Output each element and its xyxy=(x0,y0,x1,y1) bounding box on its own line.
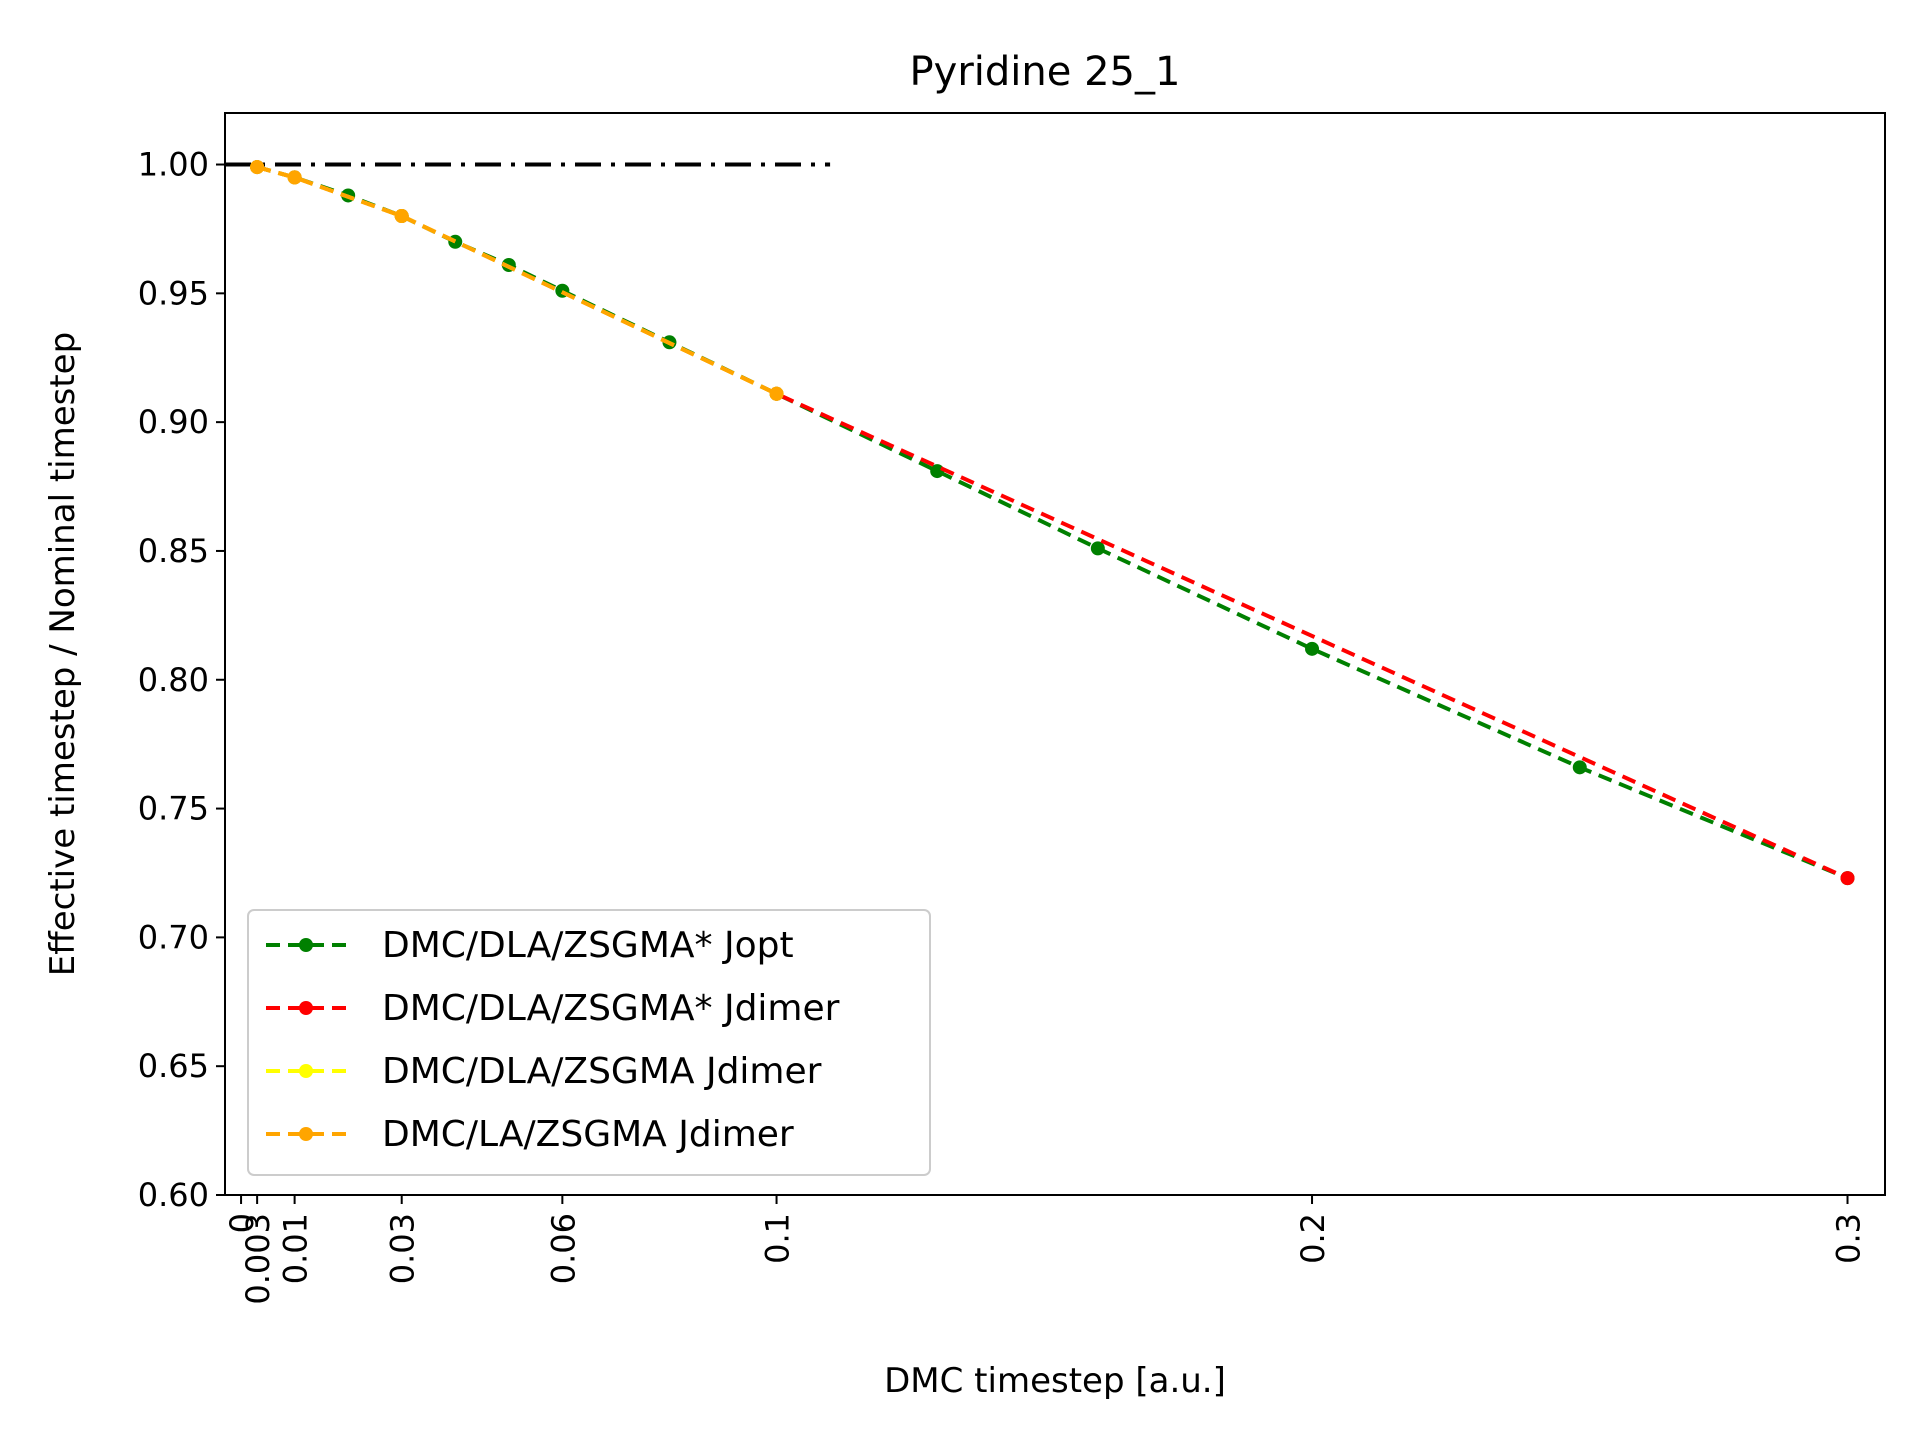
x-tick-label: 0.3 xyxy=(1830,1213,1868,1264)
legend: DMC/DLA/ZSGMA* Jopt DMC/DLA/ZSGMA* Jdimer… xyxy=(247,909,931,1176)
y-tick-label: 0.60 xyxy=(138,1176,209,1214)
y-tick-label: 0.70 xyxy=(138,918,209,956)
x-tick-label: 0 xyxy=(223,1213,261,1233)
data-point xyxy=(394,209,409,224)
y-tick-label: 0.80 xyxy=(138,661,209,699)
data-point xyxy=(930,464,945,479)
data-point xyxy=(1305,641,1320,656)
x-tick-label: 0.03 xyxy=(384,1213,422,1284)
legend-swatch-marker xyxy=(299,1001,313,1015)
y-tick-label: 0.75 xyxy=(138,790,209,828)
y-axis-label: Effective timestep / Nominal timestep xyxy=(43,332,83,976)
y-tick-label: 0.85 xyxy=(138,532,209,570)
series-line-4 xyxy=(256,165,778,396)
legend-entry-label: DMC/DLA/ZSGMA* Jopt xyxy=(382,925,794,966)
x-tick-label: 0.003 xyxy=(239,1213,277,1305)
x-tick-label: 0.1 xyxy=(759,1213,797,1264)
y-tick-label: 1.00 xyxy=(138,146,209,184)
data-point xyxy=(769,386,784,401)
plot-area xyxy=(225,160,1855,886)
legend-box xyxy=(247,909,931,1176)
y-tick-label: 0.95 xyxy=(138,274,209,312)
x-axis-label: DMC timestep [a.u.] xyxy=(884,1361,1226,1401)
data-point xyxy=(1572,760,1587,775)
legend-entry-label: DMC/DLA/ZSGMA Jdimer xyxy=(382,1051,822,1092)
x-tick-label: 0.01 xyxy=(277,1213,315,1284)
x-tick-label: 0.06 xyxy=(544,1213,582,1284)
legend-swatch-marker xyxy=(299,938,313,952)
data-point xyxy=(1090,541,1105,556)
data-point xyxy=(250,160,265,175)
x-tick-label: 0.2 xyxy=(1294,1213,1332,1264)
legend-swatch-marker xyxy=(299,1127,313,1141)
y-axis: 0.60 0.65 0.70 0.75 0.80 0.85 0.90 0.95 1.00 xyxy=(138,146,225,1214)
plot-frame xyxy=(224,112,1886,1196)
y-tick-label: 0.90 xyxy=(138,403,209,441)
chart-title: Pyridine 25_1 xyxy=(910,49,1181,95)
y-tick-label: 0.65 xyxy=(138,1047,209,1085)
data-point xyxy=(1840,871,1855,886)
legend-entry-label: DMC/DLA/ZSGMA* Jdimer xyxy=(382,988,840,1029)
legend-swatch-marker xyxy=(299,1064,313,1078)
data-point xyxy=(287,170,302,185)
legend-entry-label: DMC/LA/ZSGMA Jdimer xyxy=(382,1114,794,1155)
x-axis: 00.003 0.01 0.03 0.06 0.1 0.2 0.3 xyxy=(223,1195,1868,1305)
